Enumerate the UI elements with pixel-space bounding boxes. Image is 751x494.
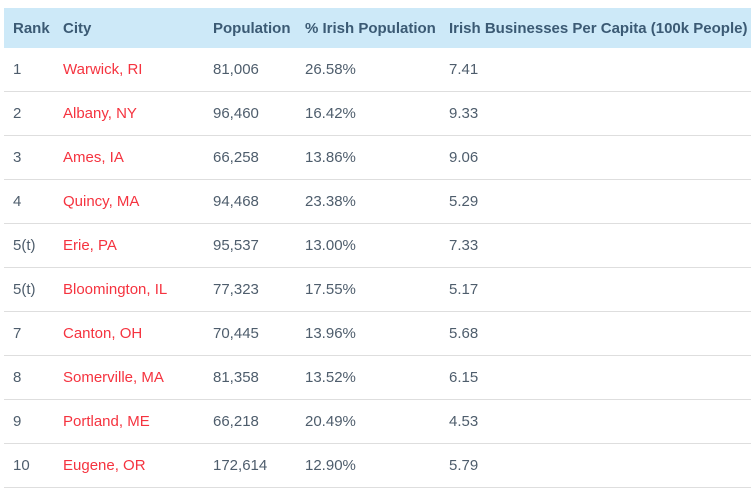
cell-city[interactable]: Albany, NY <box>54 91 204 136</box>
table-row: 5(t) Bloomington, IL 77,323 17.55% 5.17 <box>4 267 751 312</box>
cell-rank: 8 <box>4 355 54 400</box>
column-header-population: Population <box>204 8 296 48</box>
cell-pct-irish: 20.49% <box>296 399 440 444</box>
cell-population: 95,537 <box>204 223 296 268</box>
cell-pct-irish: 13.52% <box>296 355 440 400</box>
table-body: 1 Warwick, RI 81,006 26.58% 7.41 2 Albany, NY 9… <box>4 48 751 488</box>
cell-population: 94,468 <box>204 179 296 224</box>
cell-population: 81,358 <box>204 355 296 400</box>
cell-pct-irish: 13.96% <box>296 311 440 356</box>
cell-businesses-per-capita: 5.29 <box>440 179 751 224</box>
table-row: 7 Canton, OH 70,445 13.96% 5.68 <box>4 311 751 356</box>
cell-population: 96,460 <box>204 91 296 136</box>
cell-population: 77,323 <box>204 267 296 312</box>
cell-rank: 9 <box>4 399 54 444</box>
table-row: 8 Somerville, MA 81,358 13.52% 6.15 <box>4 355 751 400</box>
cell-businesses-per-capita: 9.33 <box>440 91 751 136</box>
table-row: 5(t) Erie, PA 95,537 13.00% 7.33 <box>4 223 751 268</box>
column-header-pct-irish: % Irish Population <box>296 8 440 48</box>
cell-city[interactable]: Bloomington, IL <box>54 267 204 312</box>
cell-businesses-per-capita: 7.33 <box>440 223 751 268</box>
cell-rank: 4 <box>4 179 54 224</box>
cell-rank: 1 <box>4 48 54 92</box>
irish-cities-table-container: Rank City Population % Irish Population … <box>4 8 751 488</box>
table-row: 10 Eugene, OR 172,614 12.90% 5.79 <box>4 443 751 488</box>
cell-pct-irish: 13.86% <box>296 135 440 180</box>
cell-businesses-per-capita: 7.41 <box>440 48 751 92</box>
cell-population: 66,218 <box>204 399 296 444</box>
cell-population: 66,258 <box>204 135 296 180</box>
cell-pct-irish: 17.55% <box>296 267 440 312</box>
cell-rank: 7 <box>4 311 54 356</box>
cell-businesses-per-capita: 5.17 <box>440 267 751 312</box>
cell-rank: 2 <box>4 91 54 136</box>
cell-businesses-per-capita: 5.79 <box>440 443 751 488</box>
column-header-rank: Rank <box>4 8 54 48</box>
cell-pct-irish: 26.58% <box>296 48 440 92</box>
cell-rank: 10 <box>4 443 54 488</box>
cell-businesses-per-capita: 4.53 <box>440 399 751 444</box>
cell-rank: 5(t) <box>4 223 54 268</box>
cell-businesses-per-capita: 5.68 <box>440 311 751 356</box>
cell-businesses-per-capita: 6.15 <box>440 355 751 400</box>
cell-population: 81,006 <box>204 48 296 92</box>
cell-businesses-per-capita: 9.06 <box>440 135 751 180</box>
table-row: 4 Quincy, MA 94,468 23.38% 5.29 <box>4 179 751 224</box>
cell-city[interactable]: Canton, OH <box>54 311 204 356</box>
cell-city[interactable]: Somerville, MA <box>54 355 204 400</box>
cell-city[interactable]: Portland, ME <box>54 399 204 444</box>
column-header-city: City <box>54 8 204 48</box>
cell-population: 70,445 <box>204 311 296 356</box>
table-row: 9 Portland, ME 66,218 20.49% 4.53 <box>4 399 751 444</box>
cell-pct-irish: 23.38% <box>296 179 440 224</box>
cell-pct-irish: 13.00% <box>296 223 440 268</box>
cell-city[interactable]: Erie, PA <box>54 223 204 268</box>
table-header-row: Rank City Population % Irish Population … <box>4 8 751 48</box>
cell-rank: 3 <box>4 135 54 180</box>
table-row: 1 Warwick, RI 81,006 26.58% 7.41 <box>4 48 751 92</box>
irish-cities-table: Rank City Population % Irish Population … <box>4 8 751 488</box>
cell-city[interactable]: Warwick, RI <box>54 48 204 92</box>
cell-pct-irish: 12.90% <box>296 443 440 488</box>
cell-pct-irish: 16.42% <box>296 91 440 136</box>
column-header-businesses-per-capita: Irish Businesses Per Capita (100k People… <box>440 8 751 48</box>
cell-city[interactable]: Quincy, MA <box>54 179 204 224</box>
cell-population: 172,614 <box>204 443 296 488</box>
cell-rank: 5(t) <box>4 267 54 312</box>
table-row: 3 Ames, IA 66,258 13.86% 9.06 <box>4 135 751 180</box>
cell-city[interactable]: Eugene, OR <box>54 443 204 488</box>
cell-city[interactable]: Ames, IA <box>54 135 204 180</box>
table-row: 2 Albany, NY 96,460 16.42% 9.33 <box>4 91 751 136</box>
